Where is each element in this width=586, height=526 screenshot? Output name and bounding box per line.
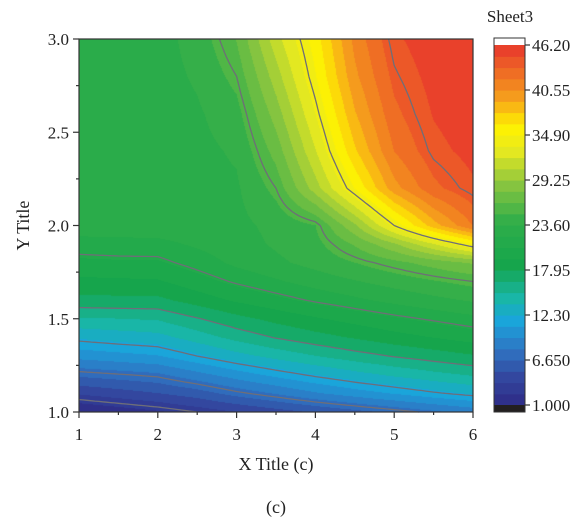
- y-tick-label: 1.5: [48, 310, 69, 329]
- x-tick-label: 6: [469, 425, 478, 444]
- colorbar-band: [494, 67, 525, 80]
- y-axis-title: Y Title: [13, 201, 33, 251]
- colorbar-band: [494, 146, 525, 159]
- x-tick-label: 1: [75, 425, 84, 444]
- colorbar-label: 1.000: [532, 396, 570, 415]
- colorbar-label: 34.90: [532, 126, 570, 145]
- colorbar-band: [494, 213, 525, 226]
- y-tick-label: 2.5: [48, 123, 69, 142]
- colorbar-band: [494, 247, 525, 260]
- colorbar-band: [494, 258, 525, 271]
- colorbar-band: [494, 348, 525, 361]
- contour-line: [387, 38, 474, 197]
- colorbar: 46.20 40.55 34.90 29.25 23.60 17.95 12.30 6.650…: [487, 7, 570, 415]
- colorbar-label: 17.95: [532, 261, 570, 280]
- contour-lines: [78, 38, 474, 413]
- x-tick-label: 2: [154, 425, 163, 444]
- colorbar-title: Sheet3: [487, 7, 533, 26]
- contour-fill: [79, 39, 473, 412]
- x-axis-title: X Title (c): [238, 454, 313, 475]
- colorbar-band: [494, 168, 525, 181]
- colorbar-band: [494, 281, 525, 294]
- contour-line: [78, 398, 198, 413]
- colorbar-label: 12.30: [532, 306, 570, 325]
- colorbar-label: 40.55: [532, 81, 570, 100]
- colorbar-band: [494, 326, 525, 339]
- colorbar-band: [494, 135, 525, 147]
- colorbar-label: 46.20: [532, 36, 570, 55]
- y-tick-label: 1.0: [48, 403, 69, 422]
- colorbar-band: [494, 123, 525, 136]
- colorbar-band: [494, 315, 525, 327]
- colorbar-band: [494, 236, 525, 249]
- y-tick-label: 3.0: [48, 30, 69, 49]
- colorbar-band: [494, 292, 525, 305]
- contour-line: [299, 38, 474, 248]
- x-tick-label: 4: [311, 425, 320, 444]
- colorbar-label: 6.650: [532, 351, 570, 370]
- colorbar-band: [494, 360, 525, 372]
- colorbar-band: [494, 382, 525, 395]
- colorbar-band: [494, 202, 525, 215]
- colorbar-band: [494, 157, 525, 170]
- colorbar-band: [494, 191, 525, 204]
- colorbar-above-swatch: [494, 38, 525, 45]
- contour-line: [79, 306, 474, 367]
- contour-line: [78, 370, 419, 413]
- colorbar-band: [494, 180, 525, 192]
- colorbar-band: [494, 101, 525, 114]
- colorbar-band: [494, 56, 525, 69]
- figure-caption: (c): [266, 497, 286, 518]
- colorbar-band: [494, 225, 525, 237]
- colorbar-band: [494, 78, 525, 91]
- colorbar-band: [494, 112, 525, 125]
- contour-line: [78, 340, 474, 397]
- colorbar-band: [494, 337, 525, 350]
- colorbar-below-swatch: [494, 405, 525, 412]
- y-tick-label: 2.0: [48, 217, 69, 236]
- colorbar-band: [494, 270, 525, 282]
- colorbar-band: [494, 90, 525, 102]
- contour-line: [78, 253, 474, 328]
- colorbar-band: [494, 45, 525, 57]
- colorbar-band: [494, 393, 525, 406]
- colorbar-label: 23.60: [532, 216, 570, 235]
- colorbar-band: [494, 371, 525, 384]
- x-tick-label: 5: [390, 425, 399, 444]
- colorbar-label: 29.25: [532, 171, 570, 190]
- colorbar-band: [494, 303, 525, 316]
- x-tick-label: 3: [232, 425, 241, 444]
